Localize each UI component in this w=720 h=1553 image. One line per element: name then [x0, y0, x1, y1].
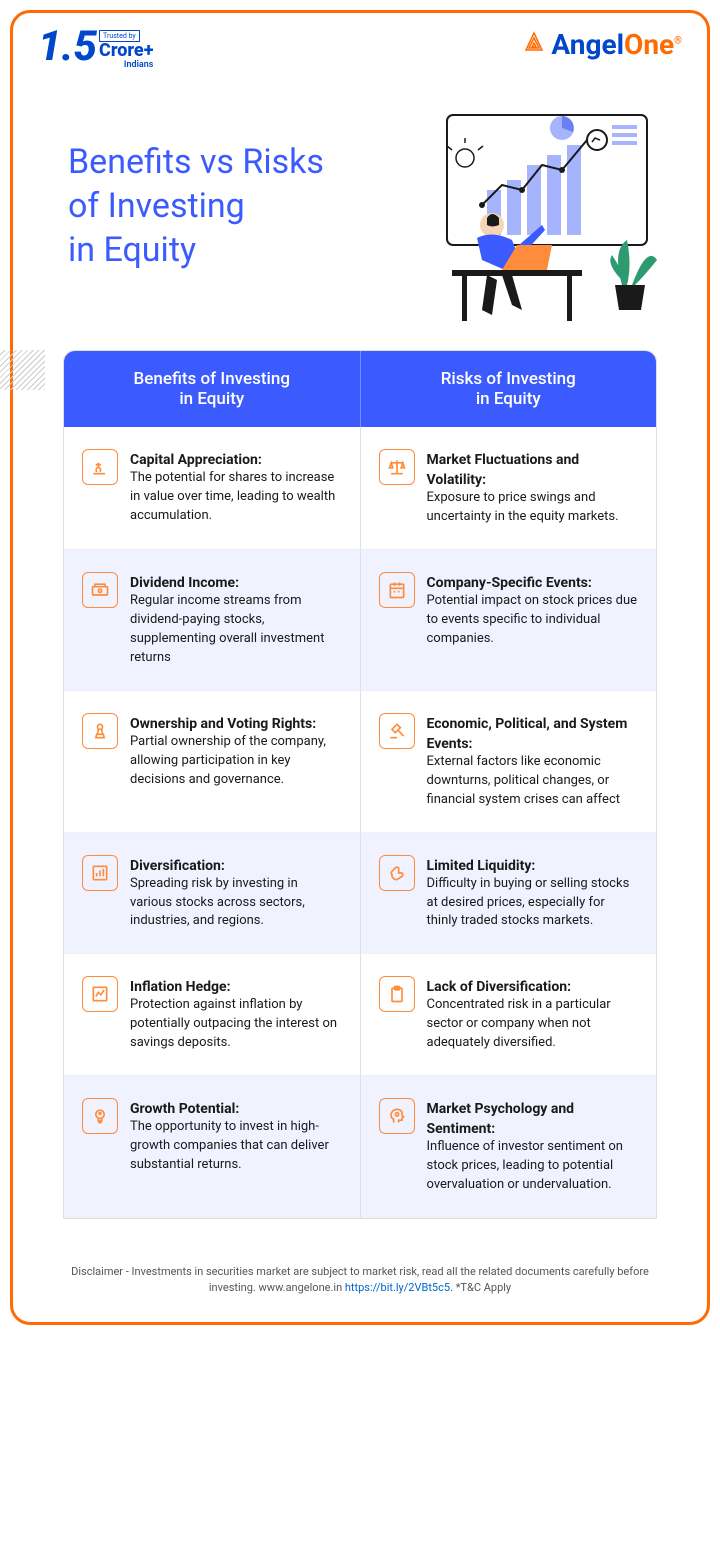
cell-content: Market Fluctuations and Volatility: Expo… [427, 449, 639, 527]
brand-triangle-icon [522, 30, 546, 59]
comparison-table: Benefits of Investing in Equity Risks of… [63, 350, 657, 1219]
cell-title: Dividend Income: [130, 575, 239, 591]
table-body: Capital Appreciation: The potential for … [64, 427, 656, 1218]
cell-desc: Partial ownership of the company, allowi… [130, 733, 342, 790]
cell-title: Ownership and Voting Rights: [130, 716, 316, 732]
risk-cell: Company-Specific Events: Potential impac… [361, 550, 657, 691]
hatching-decoration [10, 350, 45, 390]
hand-icon [379, 855, 415, 891]
disclaimer-link[interactable]: https://bit.ly/2VBt5c5 [345, 1281, 450, 1294]
cell-title: Limited Liquidity: [427, 858, 536, 874]
disclaimer-text-after: . *T&C Apply [450, 1281, 511, 1294]
table-row: Dividend Income: Regular income streams … [64, 550, 656, 691]
cash-icon [82, 572, 118, 608]
cell-title: Company-Specific Events: [427, 575, 592, 591]
benefit-cell: Inflation Hedge: Protection against infl… [64, 954, 361, 1076]
table-row: Inflation Hedge: Protection against infl… [64, 954, 656, 1076]
cell-desc: Regular income streams from dividend-pay… [130, 592, 342, 667]
cell-title: Inflation Hedge: [130, 979, 231, 995]
calendar-icon [379, 572, 415, 608]
cell-title: Market Psychology and Sentiment: [427, 1101, 575, 1137]
cell-content: Limited Liquidity: Difficulty in buying … [427, 855, 639, 932]
cell-content: Capital Appreciation: The potential for … [130, 449, 342, 526]
cell-content: Company-Specific Events: Potential impac… [427, 572, 639, 649]
benefit-cell: Diversification: Spreading risk by inves… [64, 833, 361, 955]
cell-title: Growth Potential: [130, 1101, 239, 1117]
benefit-cell: Dividend Income: Regular income streams … [64, 550, 361, 691]
cell-content: Lack of Diversification: Concentrated ri… [427, 976, 639, 1053]
scale-icon [379, 449, 415, 485]
risk-cell: Market Fluctuations and Volatility: Expo… [361, 427, 657, 550]
table-header-row: Benefits of Investing in Equity Risks of… [64, 351, 656, 427]
cell-content: Diversification: Spreading risk by inves… [130, 855, 342, 932]
benefits-header: Benefits of Investing in Equity [64, 351, 361, 427]
chart-icon [82, 976, 118, 1012]
bars-icon [82, 855, 118, 891]
cell-content: Growth Potential: The opportunity to inv… [130, 1098, 342, 1175]
cell-desc: Concentrated risk in a particular sector… [427, 996, 639, 1053]
risks-header: Risks of Investing in Equity [361, 351, 657, 427]
disclaimer: Disclaimer - Investments in securities m… [13, 1249, 707, 1322]
table-row: Diversification: Spreading risk by inves… [64, 833, 656, 955]
cell-desc: Spreading risk by investing in various s… [130, 875, 342, 932]
risk-cell: Limited Liquidity: Difficulty in buying … [361, 833, 657, 955]
cell-desc: The potential for shares to increase in … [130, 469, 342, 526]
table-row: Ownership and Voting Rights: Partial own… [64, 691, 656, 833]
trust-badge: 1.5 Trusted by Crore+ Indians [38, 28, 153, 70]
cell-content: Ownership and Voting Rights: Partial own… [130, 713, 342, 790]
cell-content: Inflation Hedge: Protection against infl… [130, 976, 342, 1053]
bulb-icon [82, 1098, 118, 1134]
brand-suffix: One [624, 28, 674, 61]
brand-name: AngelOne® [551, 28, 682, 61]
main-frame: 1.5 Trusted by Crore+ Indians AngelOne® … [10, 10, 710, 1325]
cell-desc: Potential impact on stock prices due to … [427, 592, 639, 649]
header: 1.5 Trusted by Crore+ Indians AngelOne® [13, 13, 707, 80]
brand-prefix: Angel [551, 28, 624, 61]
indians-text: Indians [99, 60, 153, 70]
cell-title: Diversification: [130, 858, 225, 874]
hero: Benefits vs Risks of Investing in Equity [13, 80, 707, 350]
cell-desc: Difficulty in buying or selling stocks a… [427, 875, 639, 932]
cell-desc: Influence of investor sentiment on stock… [427, 1138, 639, 1195]
cell-desc: Protection against inflation by potentia… [130, 996, 342, 1053]
cell-content: Dividend Income: Regular income streams … [130, 572, 342, 668]
page-title: Benefits vs Risks of Investing in Equity [68, 110, 367, 273]
risk-cell: Market Psychology and Sentiment: Influen… [361, 1076, 657, 1218]
gavel-icon [379, 713, 415, 749]
growth-icon [82, 449, 118, 485]
brand-logo: AngelOne® [522, 28, 682, 61]
risk-cell: Lack of Diversification: Concentrated ri… [361, 954, 657, 1076]
cell-desc: External factors like economic downturns… [427, 753, 639, 810]
cell-content: Market Psychology and Sentiment: Influen… [427, 1098, 639, 1195]
cell-content: Economic, Political, and System Events: … [427, 713, 639, 810]
benefit-cell: Ownership and Voting Rights: Partial own… [64, 691, 361, 833]
benefit-cell: Growth Potential: The opportunity to inv… [64, 1076, 361, 1218]
cell-title: Capital Appreciation: [130, 452, 262, 468]
pawn-icon [82, 713, 118, 749]
clipboard-icon [379, 976, 415, 1012]
trust-number: 1.5 [38, 28, 97, 66]
table-row: Capital Appreciation: The potential for … [64, 427, 656, 550]
hero-illustration [387, 110, 667, 330]
cell-desc: The opportunity to invest in high-growth… [130, 1118, 342, 1175]
cell-title: Economic, Political, and System Events: [427, 716, 628, 752]
table-row: Growth Potential: The opportunity to inv… [64, 1076, 656, 1218]
risk-cell: Economic, Political, and System Events: … [361, 691, 657, 833]
trust-text: Trusted by Crore+ Indians [99, 28, 153, 70]
cell-desc: Exposure to price swings and uncertainty… [427, 489, 639, 527]
benefit-cell: Capital Appreciation: The potential for … [64, 427, 361, 550]
head-icon [379, 1098, 415, 1134]
crore-text: Crore+ [99, 42, 153, 60]
cell-title: Lack of Diversification: [427, 979, 572, 995]
cell-title: Market Fluctuations and Volatility: [427, 452, 580, 488]
reg-mark: ® [674, 36, 682, 47]
